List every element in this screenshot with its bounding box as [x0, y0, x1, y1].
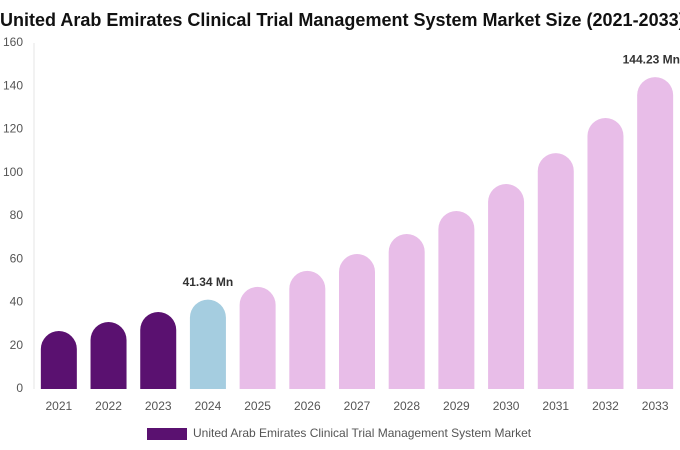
chart-title: United Arab Emirates Clinical Trial Mana… [0, 10, 680, 30]
y-tick-label: 100 [3, 165, 23, 179]
bar [637, 77, 674, 389]
bar [90, 321, 127, 389]
y-tick-label: 40 [10, 295, 24, 309]
x-tick-label: 2024 [195, 399, 222, 413]
y-tick-label: 60 [10, 251, 24, 265]
x-tick-label: 2028 [393, 399, 420, 413]
y-tick-label: 0 [16, 381, 23, 395]
bar [40, 331, 77, 389]
y-tick-label: 80 [10, 208, 24, 222]
bar [488, 184, 525, 389]
bar [388, 233, 425, 389]
x-tick-label: 2029 [443, 399, 470, 413]
x-tick-label: 2023 [145, 399, 172, 413]
legend-swatch [147, 428, 187, 440]
y-tick-label: 140 [3, 78, 23, 92]
y-tick-label: 160 [3, 35, 23, 49]
x-tick-label: 2021 [45, 399, 72, 413]
x-tick-label: 2032 [592, 399, 619, 413]
bar [339, 254, 375, 389]
x-tick-label: 2022 [95, 399, 122, 413]
bar [189, 299, 226, 389]
y-tick-label: 20 [10, 338, 24, 352]
x-tick-label: 2033 [642, 399, 669, 413]
x-tick-label: 2031 [542, 399, 569, 413]
legend-label: United Arab Emirates Clinical Trial Mana… [193, 426, 532, 440]
value-label: 144.23 Mn [623, 52, 680, 66]
value-label: 41.34 Mn [183, 275, 234, 289]
x-tick-label: 2025 [244, 399, 271, 413]
bar [140, 312, 177, 389]
y-tick-label: 120 [3, 122, 23, 136]
bar [537, 153, 574, 389]
bar [289, 270, 326, 389]
bar [438, 211, 475, 389]
bar [239, 286, 276, 389]
x-tick-label: 2027 [344, 399, 371, 413]
x-tick-label: 2026 [294, 399, 321, 413]
x-tick-label: 2030 [493, 399, 520, 413]
bar [587, 118, 624, 389]
